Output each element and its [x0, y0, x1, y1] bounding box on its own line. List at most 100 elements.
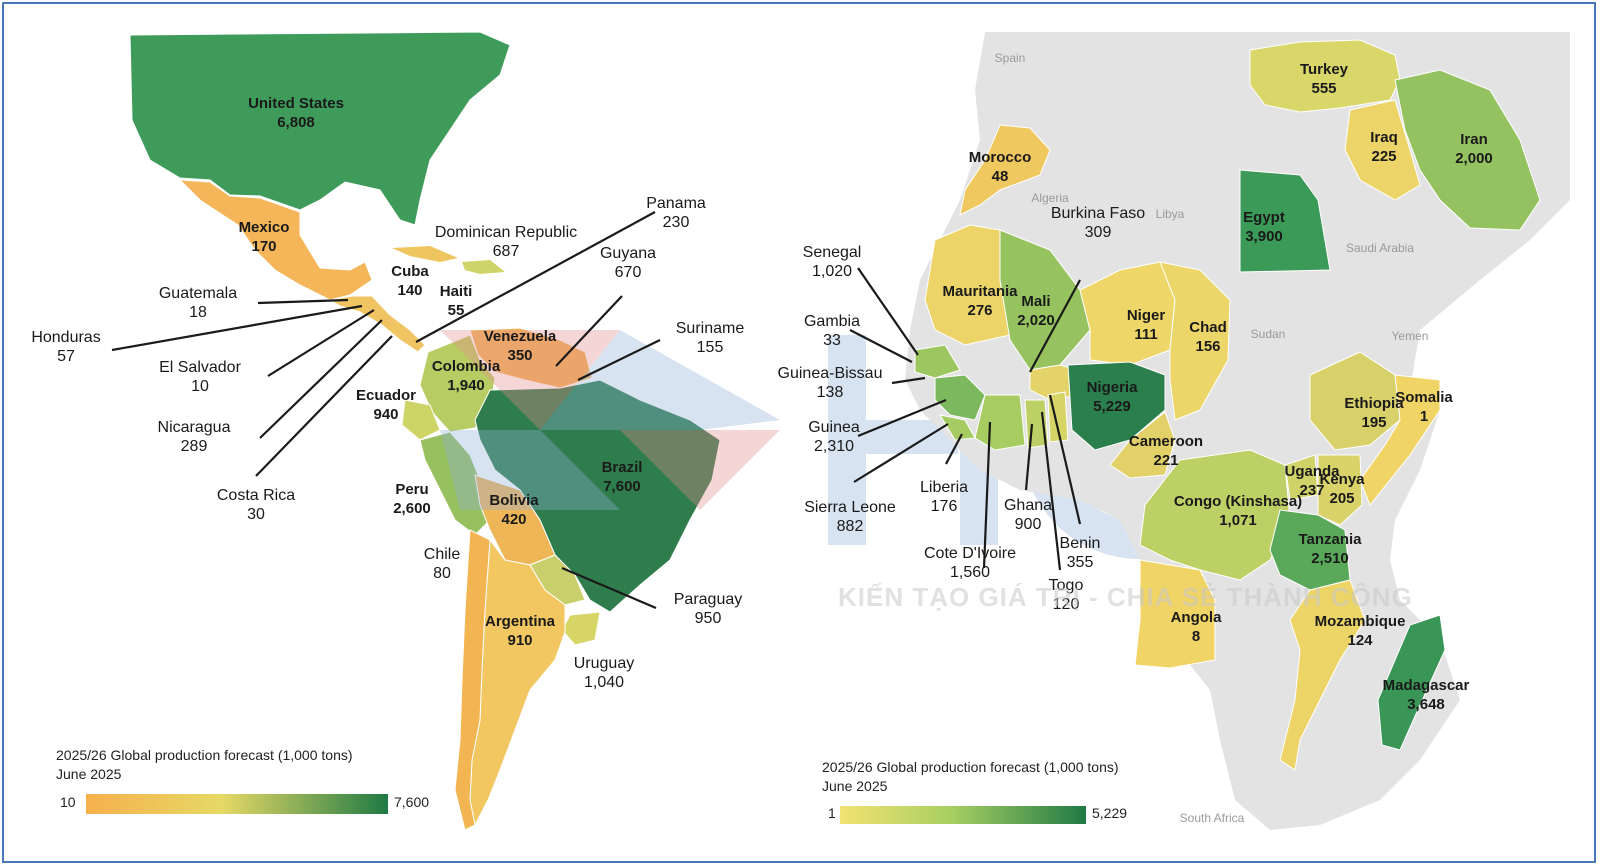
region-mexico: [178, 179, 373, 301]
americas-label-bolivia: Bolivia: [489, 492, 539, 509]
region-iraq: [1344, 99, 1421, 201]
americas-value-guatemala: 18: [189, 304, 207, 321]
africa-value-turkey: 555: [1311, 80, 1336, 97]
americas-labels: United States 6,808 Mexico 170 Dominican Rep…: [31, 95, 744, 691]
africa-label-madagascar: Madagascar: [1383, 677, 1470, 694]
americas-value-suriname: 155: [697, 339, 724, 356]
africa-legend: 2025/26 Global production forecast (1,00…: [822, 759, 1127, 824]
africa-label-somalia: Somalia: [1395, 389, 1453, 406]
americas-label-honduras: Honduras: [31, 329, 100, 346]
americas-leader-lines: [111, 211, 661, 610]
americas-legend-date: June 2025: [56, 766, 122, 782]
americas-value-cuba: 140: [397, 282, 422, 299]
africa-label-mali: Mali: [1021, 293, 1050, 310]
americas-label-colombia: Colombia: [432, 358, 501, 375]
region-brazil: [474, 379, 721, 613]
africa-label-nigeria: Nigeria: [1087, 379, 1139, 396]
africa-value-guinea: 2,310: [814, 438, 854, 455]
americas-label-panama: Panama: [646, 195, 706, 212]
americas-label-guatemala: Guatemala: [159, 285, 237, 302]
africa-label-ethiopia: Ethiopia: [1344, 395, 1404, 412]
africa-value-morocco: 48: [992, 168, 1009, 185]
region-madagascar: [1377, 614, 1446, 751]
region-senegal: [914, 344, 961, 379]
basemap-label-yemen: Yemen: [1392, 329, 1429, 343]
americas-label-suriname: Suriname: [676, 320, 745, 337]
americas-value-venezuela: 350: [507, 347, 532, 364]
region-cote-divoire: [974, 394, 1026, 451]
region-somalia: [1359, 374, 1441, 506]
africa-value-togo: 120: [1053, 596, 1080, 613]
basemap-label-algeria: Algeria: [1031, 191, 1069, 205]
africa-value-iran: 2,000: [1455, 150, 1493, 167]
africa-label-liberia: Liberia: [920, 479, 968, 496]
africa-label-morocco: Morocco: [969, 149, 1032, 166]
region-ecuador: [401, 399, 441, 441]
americas-map: [129, 31, 721, 831]
africa-value-chad: 156: [1195, 338, 1220, 355]
basemap-land: [905, 32, 1570, 830]
region-united-states: [129, 31, 511, 226]
africa-label-cameroon: Cameroon: [1129, 433, 1203, 450]
africa-leader-lines: [849, 267, 1082, 571]
americas-value-nicaragua: 289: [181, 438, 208, 455]
africa-legend-colorbar: [840, 806, 1086, 824]
region-chad: [1159, 261, 1231, 421]
africa-label-cote-d-ivoire: Cote D'Ivoire: [924, 545, 1016, 562]
africa-label-mauritania: Mauritania: [942, 283, 1018, 300]
africa-legend-date: June 2025: [822, 778, 888, 794]
africa-value-angola: 8: [1192, 628, 1200, 645]
africa-value-iraq: 225: [1371, 148, 1396, 165]
americas-value-el-salvador: 10: [191, 378, 209, 395]
region-peru: [419, 431, 491, 536]
americas-label-costa-rica: Costa Rica: [217, 487, 295, 504]
africa-label-ghana: Ghana: [1004, 497, 1052, 514]
americas-label-guyana: Guyana: [600, 245, 656, 262]
africa-map: [905, 32, 1570, 830]
basemap-label-libya: Libya: [1156, 207, 1185, 221]
africa-label-burkina-faso: Burkina Faso: [1051, 205, 1145, 222]
americas-value-dominican-republic: 687: [493, 243, 520, 260]
americas-label-uruguay: Uruguay: [574, 655, 634, 672]
americas-legend: 2025/26 Global production forecast (1,00…: [56, 747, 429, 814]
americas-value-mexico: 170: [251, 238, 276, 255]
americas-label-ecuador: Ecuador: [356, 387, 416, 404]
africa-label-iraq: Iraq: [1370, 129, 1398, 146]
americas-label-united-states: United States: [248, 95, 344, 112]
region-mozambique: [1279, 579, 1366, 771]
americas-label-chile: Chile: [424, 546, 461, 563]
basemap-label-spain: Spain: [995, 51, 1026, 65]
africa-label-angola: Angola: [1171, 609, 1222, 626]
basemap-labels: Spain Algeria Libya Saudi Arabia Sudan Y…: [995, 51, 1429, 825]
americas-label-el-salvador: El Salvador: [159, 359, 241, 376]
region-ethiopia: [1309, 351, 1401, 451]
africa-label-tanzania: Tanzania: [1298, 531, 1362, 548]
americas-legend-max: 7,600: [394, 794, 429, 810]
americas-value-uruguay: 1,040: [584, 674, 624, 691]
africa-value-burkina-faso: 309: [1085, 224, 1112, 241]
americas-label-nicaragua: Nicaragua: [158, 419, 231, 436]
region-cameroon: [1109, 411, 1176, 479]
region-nigeria: [1067, 361, 1166, 451]
region-morocco: [959, 124, 1051, 216]
region-chile: [454, 529, 491, 831]
africa-value-ethiopia: 195: [1361, 414, 1386, 431]
region-venezuela: [469, 327, 593, 389]
africa-value-niger: 111: [1134, 326, 1157, 343]
americas-legend-title: 2025/26 Global production forecast (1,00…: [56, 747, 353, 763]
africa-label-congo-kinshasa: Congo (Kinshasa): [1174, 493, 1302, 510]
region-cuba: [392, 246, 458, 262]
region-guinea: [934, 374, 986, 421]
americas-value-colombia: 1,940: [447, 377, 485, 394]
americas-value-united-states: 6,808: [277, 114, 315, 131]
basemap-label-south-africa: South Africa: [1180, 811, 1245, 825]
africa-label-benin: Benin: [1060, 535, 1101, 552]
region-hispaniola: [462, 260, 505, 274]
africa-value-mauritania: 276: [967, 302, 992, 319]
africa-label-niger: Niger: [1127, 307, 1166, 324]
africa-label-senegal: Senegal: [803, 244, 862, 261]
region-iran: [1394, 69, 1541, 231]
africa-value-uganda: 237: [1299, 482, 1324, 499]
africa-value-benin: 355: [1067, 554, 1094, 571]
